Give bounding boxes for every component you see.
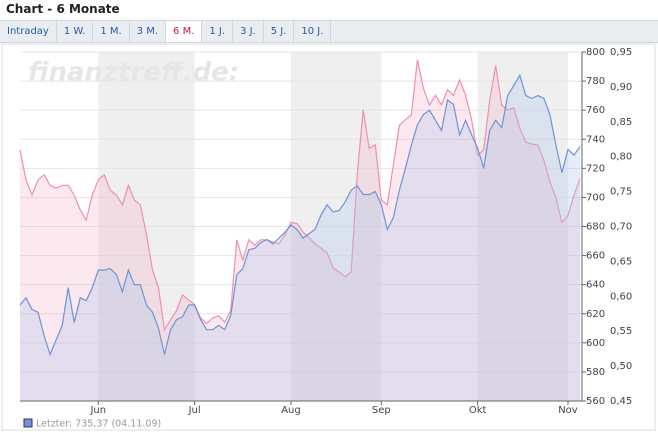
series-line (19, 73, 581, 357)
y2-tick-label: 0,80 (610, 152, 632, 163)
y-tick-label: 800 (586, 47, 605, 58)
y-tick-label: 680 (586, 222, 605, 233)
y-tick-label: 700 (586, 192, 605, 203)
y-tick-label: 660 (586, 251, 605, 262)
legend-swatch (23, 418, 33, 428)
tab-bar: Intraday 1 W. 1 M. 3 M. 6 M. 1 J. 3 J. 5 J. 10 J… (0, 20, 658, 43)
x-tick-label: Jul (188, 405, 201, 416)
x-tick-label: Nov (558, 405, 578, 416)
y2-tick-label: 0,65 (610, 256, 632, 267)
x-tick-label: Aug (281, 405, 301, 416)
tab[interactable]: 10 J. (294, 21, 332, 42)
tab[interactable]: 3 M. (130, 21, 167, 42)
title: Chart - 6 Monate (6, 2, 120, 16)
y-tick-label: 780 (586, 76, 605, 87)
y2-tick-label: 0,90 (610, 82, 632, 93)
y2-tick-label: 0,50 (610, 361, 632, 372)
y-tick-label: 580 (586, 367, 605, 378)
tab[interactable]: 5 J. (264, 21, 295, 42)
y-tick-label: 760 (586, 105, 605, 116)
y-tick-label: 620 (586, 309, 605, 320)
tab[interactable]: 1 W. (57, 21, 94, 42)
y-tick-label: 720 (586, 163, 605, 174)
y2-tick-label: 0,75 (610, 187, 632, 198)
y2-tick-label: 0,85 (610, 117, 632, 128)
series-area (20, 75, 580, 402)
x-tick-label: Sep (372, 405, 391, 416)
series-line (19, 59, 581, 332)
x-tick-label: Jun (89, 405, 106, 416)
y2-tick-label: 0,60 (610, 291, 632, 302)
tab[interactable]: 3 J. (233, 21, 264, 42)
y2-tick-label: 0,55 (610, 326, 632, 337)
y-tick-label: 740 (586, 134, 605, 145)
x-tick-label: Okt (469, 405, 487, 416)
chart-frame (1, 43, 656, 431)
series-area (20, 59, 580, 401)
tab[interactable]: 1 M. (93, 21, 130, 42)
y-tick-label: 640 (586, 280, 605, 291)
tab[interactable]: 6 M. (166, 21, 203, 42)
y2-tick-label: 0,70 (610, 222, 632, 233)
y-tick-label: 560 (586, 396, 605, 407)
legend-label: Letzter: 735,37 (04.11.09) (36, 419, 161, 430)
tab[interactable]: Intraday (0, 21, 57, 42)
watermark: finanztreff.de: (28, 58, 239, 88)
tab[interactable]: 1 J. (202, 21, 234, 42)
y2-tick-label: 0,45 (610, 396, 632, 407)
y2-tick-label: 0,95 (610, 47, 632, 58)
y-tick-label: 600 (586, 338, 605, 349)
